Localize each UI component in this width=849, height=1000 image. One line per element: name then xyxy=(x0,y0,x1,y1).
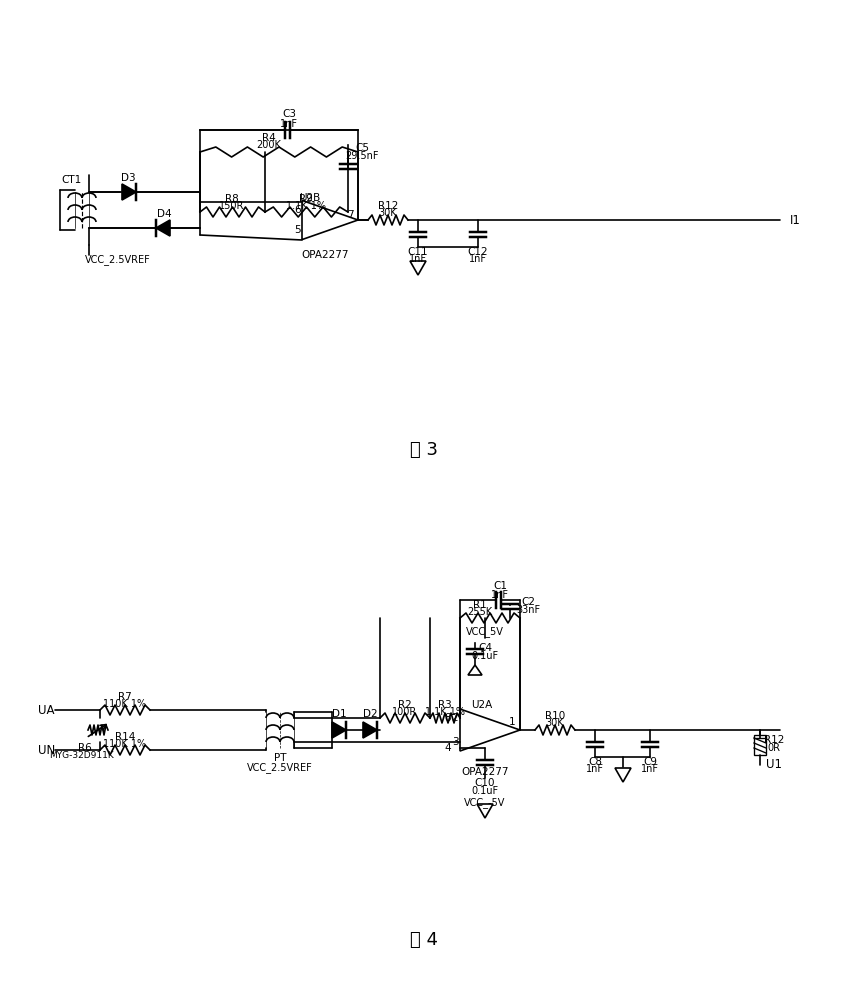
Text: U2B: U2B xyxy=(300,193,321,203)
Text: R3: R3 xyxy=(438,700,452,710)
Text: R7: R7 xyxy=(118,692,132,702)
Text: 150R: 150R xyxy=(219,201,245,211)
Text: R10: R10 xyxy=(545,711,565,721)
Text: 1nF: 1nF xyxy=(409,254,427,264)
Text: R12: R12 xyxy=(764,735,784,745)
Text: R1: R1 xyxy=(473,600,486,610)
Text: 30K: 30K xyxy=(546,718,565,728)
Text: 3: 3 xyxy=(452,737,458,747)
Text: I1: I1 xyxy=(790,214,801,227)
Text: C10: C10 xyxy=(475,778,495,788)
Text: UA: UA xyxy=(38,704,54,716)
Text: OPA2277: OPA2277 xyxy=(461,767,509,777)
Text: 1nF: 1nF xyxy=(491,590,509,600)
Text: 1nF: 1nF xyxy=(641,764,659,774)
Text: R14: R14 xyxy=(115,732,135,742)
Text: R4: R4 xyxy=(262,133,276,143)
Text: 0R: 0R xyxy=(767,743,780,753)
Text: R8: R8 xyxy=(225,194,239,204)
Text: 200K: 200K xyxy=(256,140,281,150)
Text: 2: 2 xyxy=(452,713,458,723)
Text: D3: D3 xyxy=(121,173,135,183)
Text: C2: C2 xyxy=(521,597,535,607)
Text: 1.1K 1%: 1.1K 1% xyxy=(286,201,326,211)
Text: R12: R12 xyxy=(378,201,398,211)
Text: U2A: U2A xyxy=(471,700,492,710)
Text: R2: R2 xyxy=(398,700,412,710)
Text: 255K: 255K xyxy=(468,607,492,617)
Text: CT1: CT1 xyxy=(62,175,82,185)
Text: 110K 1%: 110K 1% xyxy=(104,699,147,709)
Bar xyxy=(754,735,766,755)
Text: UN: UN xyxy=(38,744,55,756)
Text: 4: 4 xyxy=(445,743,452,753)
Text: 30K: 30K xyxy=(379,208,397,218)
Text: U1: U1 xyxy=(766,758,782,772)
Text: OPA2277: OPA2277 xyxy=(301,250,349,260)
Polygon shape xyxy=(156,220,170,236)
Text: C12: C12 xyxy=(468,247,488,257)
Text: 29.5nF: 29.5nF xyxy=(346,151,379,161)
Text: VCC_2.5VREF: VCC_2.5VREF xyxy=(247,763,313,773)
Text: MYG-32D911K: MYG-32D911K xyxy=(49,750,115,760)
Text: 8: 8 xyxy=(445,713,452,723)
Text: 图 4: 图 4 xyxy=(410,931,438,949)
Text: 100R: 100R xyxy=(392,707,418,717)
Text: 0.1uF: 0.1uF xyxy=(471,651,498,661)
Text: 1: 1 xyxy=(509,717,515,727)
Text: R9: R9 xyxy=(299,194,313,204)
Text: PT: PT xyxy=(273,753,286,763)
Text: 1nF: 1nF xyxy=(586,764,604,774)
Text: 0.1uF: 0.1uF xyxy=(471,786,498,796)
Text: C5: C5 xyxy=(355,143,369,153)
Text: D2: D2 xyxy=(363,709,377,719)
Text: C4: C4 xyxy=(478,643,492,653)
Text: D4: D4 xyxy=(157,209,171,219)
Text: 1nF: 1nF xyxy=(469,254,487,264)
Text: R6: R6 xyxy=(78,743,92,753)
Polygon shape xyxy=(363,722,377,738)
Text: C8: C8 xyxy=(588,757,602,767)
Text: 图 3: 图 3 xyxy=(410,441,438,459)
Text: 5: 5 xyxy=(295,225,301,235)
Text: 7: 7 xyxy=(346,210,353,220)
Text: C11: C11 xyxy=(408,247,428,257)
Text: 110K 1%: 110K 1% xyxy=(104,739,147,749)
Polygon shape xyxy=(332,722,346,738)
Text: VCC_5V: VCC_5V xyxy=(466,627,504,637)
Text: VCC_-5V: VCC_-5V xyxy=(464,798,506,808)
Text: C9: C9 xyxy=(643,757,657,767)
Text: VCC_2.5VREF: VCC_2.5VREF xyxy=(85,255,151,265)
Text: 33nF: 33nF xyxy=(516,605,540,615)
Text: 1.1K 1%: 1.1K 1% xyxy=(425,707,465,717)
Text: C3: C3 xyxy=(282,109,296,119)
Polygon shape xyxy=(122,184,136,200)
Text: C1: C1 xyxy=(493,581,507,591)
Text: 6: 6 xyxy=(295,205,301,215)
Text: 1nF: 1nF xyxy=(280,119,298,129)
Text: D1: D1 xyxy=(332,709,346,719)
